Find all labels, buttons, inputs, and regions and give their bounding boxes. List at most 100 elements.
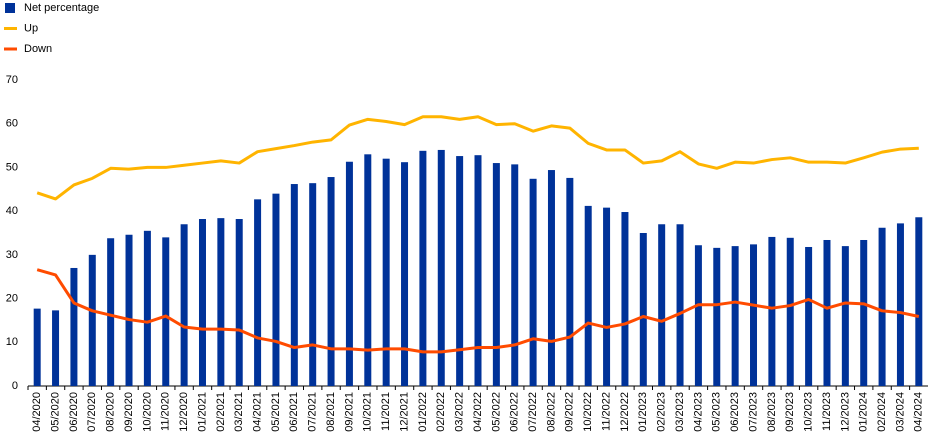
legend-label: Up [24,22,38,34]
bar [88,254,96,386]
bar [401,162,409,386]
x-tick-label: 11/2020 [160,392,172,431]
x-tick-label: 08/2021 [325,392,337,432]
bar [419,150,427,386]
bar [768,236,776,386]
x-tick-label: 01/2021 [196,392,208,432]
line [36,115,919,201]
bar [731,246,739,386]
x-tick-label: 01/2024 [858,392,870,432]
x-tick-label: 04/2022 [472,392,484,432]
bar [603,207,611,386]
y-tick-label: 60 [6,118,18,130]
x-tick-label: 12/2020 [178,392,190,432]
x-tick-label: 05/2022 [490,392,502,432]
bar [272,193,280,386]
x-tick-label: 03/2024 [894,392,906,432]
bar [786,237,794,386]
x-tick-label: 05/2021 [270,392,282,432]
x-tick-label: 06/2022 [509,392,521,432]
x-tick-label: 10/2020 [141,392,153,432]
x-tick-label: 06/2023 [729,392,741,432]
bar [456,156,464,386]
x-tick-label: 07/2021 [307,392,319,432]
x-tick-label: 10/2022 [582,392,594,432]
bar [382,158,390,386]
x-tick-label: 04/2020 [31,392,43,432]
x-tick-label: 12/2023 [839,392,851,432]
x-tick-label: 06/2020 [68,392,80,432]
x-tick-label: 09/2022 [564,392,576,432]
bar [915,217,923,386]
bar [217,218,225,386]
y-tick-label: 40 [6,205,18,217]
x-tick-label: 04/2023 [692,392,704,432]
bar [180,224,188,386]
bar [750,244,758,386]
bar [529,178,537,386]
bar [713,247,721,386]
bar [896,223,904,386]
bar [694,245,702,386]
bar [327,177,335,386]
bar [254,199,262,386]
bar [474,155,482,386]
bar [841,246,849,386]
bar [143,230,151,386]
x-tick-label: 06/2021 [288,392,300,432]
x-tick-label: 02/2024 [876,392,888,432]
line [36,268,920,354]
bar [511,164,519,386]
bar [639,233,647,386]
bar [584,205,592,386]
bar [805,246,813,386]
bar [235,219,243,386]
x-tick-label: 11/2021 [380,392,392,431]
bar [52,310,60,386]
bar [162,237,170,386]
bar [198,219,206,386]
y-tick-label: 10 [6,336,18,348]
x-tick-label: 10/2021 [362,392,374,432]
bar [621,212,629,386]
y-tick-label: 20 [6,292,18,304]
legend-label: Down [24,43,52,55]
x-tick-label: 05/2020 [49,392,61,432]
bar [547,170,555,386]
bar [309,183,317,386]
bar [676,224,684,386]
x-tick-label: 08/2020 [105,392,117,432]
bar [70,267,78,386]
y-tick-label: 0 [12,380,18,392]
x-tick-label: 01/2022 [417,392,429,432]
x-tick-label: 03/2021 [233,392,245,432]
x-tick-label: 07/2022 [527,392,539,432]
x-tick-label: 10/2023 [803,392,815,432]
bar [107,238,115,386]
x-tick-label: 05/2023 [711,392,723,432]
x-tick-label: 04/2021 [251,392,263,432]
bar [125,234,133,386]
x-tick-label: 07/2020 [86,392,98,432]
x-tick-label: 09/2020 [123,392,135,432]
bar [345,161,353,386]
legend-swatch [5,3,15,13]
x-tick-label: 03/2022 [454,392,466,432]
x-tick-label: 12/2021 [398,392,410,432]
x-tick-label: 02/2022 [435,392,447,432]
bar [364,154,372,386]
x-tick-label: 08/2022 [545,392,557,432]
x-tick-label: 02/2021 [215,392,227,432]
legend-label: Net percentage [24,2,99,14]
x-tick-label: 09/2021 [343,392,355,432]
x-tick-label: 02/2023 [656,392,668,432]
bar [658,224,666,386]
bar [860,239,868,386]
x-tick-label: 08/2023 [766,392,778,432]
bar [878,227,886,386]
y-tick-label: 30 [6,249,18,261]
bar [437,149,445,386]
x-tick-label: 11/2022 [600,392,612,431]
bar [566,177,574,386]
